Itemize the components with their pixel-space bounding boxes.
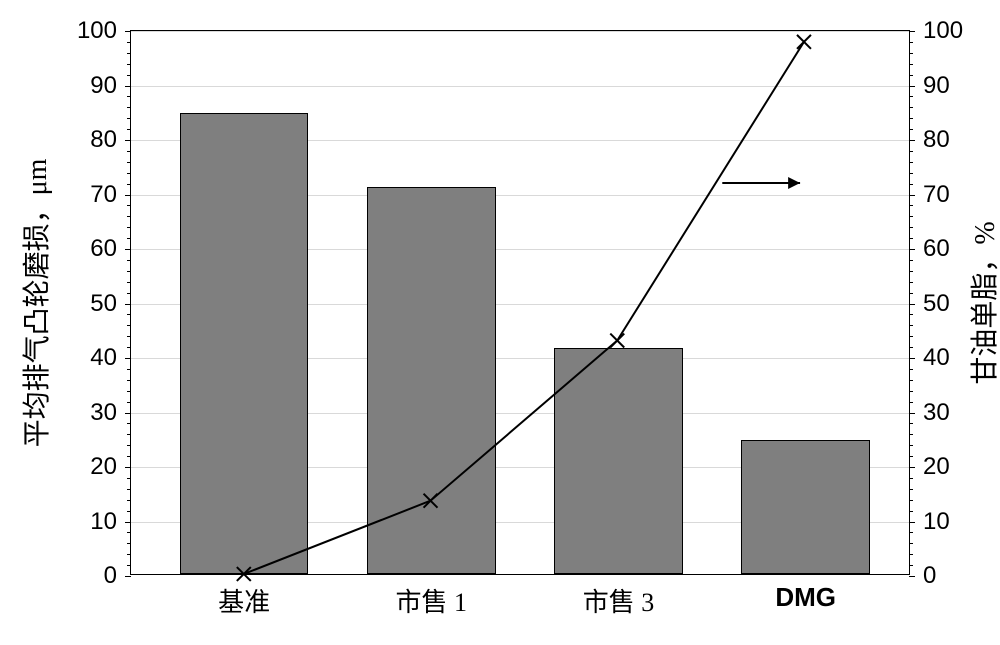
y-right-minor-tick <box>909 53 913 54</box>
y-axis-right-title: 甘油单脂，% <box>963 221 1000 384</box>
y-right-minor-tick <box>909 489 913 490</box>
y-right-minor-tick <box>909 184 913 185</box>
x-category-label: 市售 3 <box>583 574 655 619</box>
y-right-minor-tick <box>909 96 913 97</box>
y-right-minor-tick <box>909 162 913 163</box>
arrow-indicator <box>722 177 800 189</box>
line-marker <box>424 494 438 508</box>
x-category-label: DMG <box>775 574 836 613</box>
y-right-minor-tick <box>909 402 913 403</box>
y-left-tick-label: 0 <box>104 562 131 590</box>
y-right-tick-label: 90 <box>909 72 950 100</box>
y-right-tick-label: 60 <box>909 235 950 263</box>
y-right-minor-tick <box>909 216 913 217</box>
y-right-minor-tick <box>909 369 913 370</box>
y-right-tick-label: 100 <box>909 17 963 45</box>
y-right-minor-tick <box>909 347 913 348</box>
y-right-minor-tick <box>909 380 913 381</box>
y-right-minor-tick <box>909 75 913 76</box>
x-category-label: 基准 <box>218 574 270 619</box>
y-right-minor-tick <box>909 543 913 544</box>
y-right-minor-tick <box>909 64 913 65</box>
y-left-tick-label: 20 <box>90 453 131 481</box>
y-right-minor-tick <box>909 271 913 272</box>
y-right-minor-tick <box>909 314 913 315</box>
y-right-minor-tick <box>909 456 913 457</box>
y-right-minor-tick <box>909 107 913 108</box>
y-right-minor-tick <box>909 423 913 424</box>
y-right-tick-label: 10 <box>909 508 950 536</box>
line-layer <box>131 31 909 574</box>
y-right-tick-label: 0 <box>909 562 936 590</box>
y-right-minor-tick <box>909 565 913 566</box>
y-right-minor-tick <box>909 227 913 228</box>
y-right-minor-tick <box>909 554 913 555</box>
y-right-minor-tick <box>909 445 913 446</box>
y-right-minor-tick <box>909 434 913 435</box>
y-left-tick-label: 40 <box>90 344 131 372</box>
y-right-minor-tick <box>909 238 913 239</box>
y-right-minor-tick <box>909 282 913 283</box>
y-left-tick-label: 60 <box>90 235 131 263</box>
y-right-tick-label: 20 <box>909 453 950 481</box>
y-right-minor-tick <box>909 511 913 512</box>
y-right-minor-tick <box>909 129 913 130</box>
chart-container: 0 10 20 30 40 50 60 70 80 90 100 0 10 20 30 40 50 60 70 80 9… <box>0 0 1000 645</box>
y-right-minor-tick <box>909 205 913 206</box>
y-right-minor-tick <box>909 325 913 326</box>
line-marker <box>610 334 624 348</box>
y-right-minor-tick <box>909 500 913 501</box>
y-right-minor-tick <box>909 532 913 533</box>
line-marker <box>797 35 811 49</box>
line-series <box>244 42 804 574</box>
y-right-minor-tick <box>909 42 913 43</box>
y-right-minor-tick <box>909 336 913 337</box>
plot-area: 0102030405060708090100010203040506070809… <box>130 30 910 575</box>
y-right-minor-tick <box>909 151 913 152</box>
y-left-tick-label: 80 <box>90 126 131 154</box>
y-left-tick-label: 90 <box>90 72 131 100</box>
y-left-tick-label: 70 <box>90 181 131 209</box>
y-left-tick-label: 100 <box>77 17 131 45</box>
y-right-tick-label: 70 <box>909 181 950 209</box>
y-right-tick-label: 40 <box>909 344 950 372</box>
y-right-minor-tick <box>909 173 913 174</box>
y-left-tick-label: 30 <box>90 399 131 427</box>
y-axis-left-title: 平均排气凸轮磨损，μm <box>15 158 55 447</box>
y-left-tick-label: 10 <box>90 508 131 536</box>
y-right-minor-tick <box>909 478 913 479</box>
y-left-tick-label: 50 <box>90 290 131 318</box>
y-right-minor-tick <box>909 391 913 392</box>
x-category-label: 市售 1 <box>396 574 468 619</box>
y-right-tick-label: 30 <box>909 399 950 427</box>
y-right-minor-tick <box>909 293 913 294</box>
y-right-tick-label: 80 <box>909 126 950 154</box>
y-right-tick-label: 50 <box>909 290 950 318</box>
y-right-minor-tick <box>909 260 913 261</box>
y-right-minor-tick <box>909 118 913 119</box>
